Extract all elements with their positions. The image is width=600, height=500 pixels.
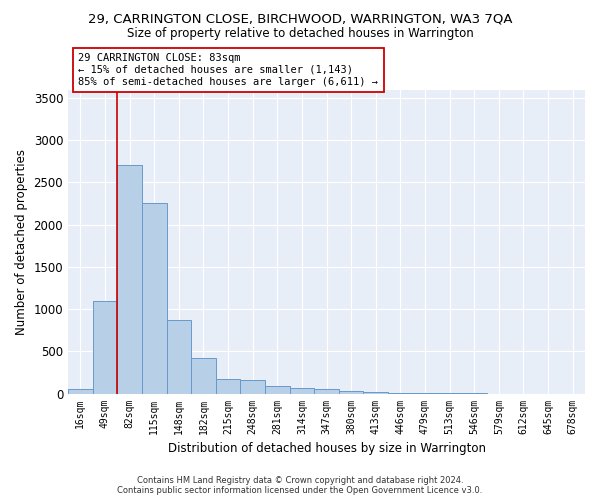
Bar xyxy=(388,392,413,394)
Text: 29 CARRINGTON CLOSE: 83sqm
← 15% of detached houses are smaller (1,143)
85% of s: 29 CARRINGTON CLOSE: 83sqm ← 15% of deta… xyxy=(79,54,379,86)
Y-axis label: Number of detached properties: Number of detached properties xyxy=(15,148,28,334)
Bar xyxy=(339,390,364,394)
Text: Size of property relative to detached houses in Warrington: Size of property relative to detached ho… xyxy=(127,28,473,40)
Bar xyxy=(241,380,265,394)
Bar xyxy=(265,386,290,394)
Bar xyxy=(117,164,142,394)
Bar xyxy=(364,392,388,394)
Text: Contains HM Land Registry data © Crown copyright and database right 2024.
Contai: Contains HM Land Registry data © Crown c… xyxy=(118,476,482,495)
X-axis label: Distribution of detached houses by size in Warrington: Distribution of detached houses by size … xyxy=(167,442,485,455)
Bar xyxy=(68,390,92,394)
Bar xyxy=(314,390,339,394)
Bar xyxy=(216,379,241,394)
Bar xyxy=(167,320,191,394)
Bar xyxy=(142,202,167,394)
Bar xyxy=(290,388,314,394)
Text: 29, CARRINGTON CLOSE, BIRCHWOOD, WARRINGTON, WA3 7QA: 29, CARRINGTON CLOSE, BIRCHWOOD, WARRING… xyxy=(88,12,512,26)
Bar xyxy=(92,300,117,394)
Bar xyxy=(191,358,216,394)
